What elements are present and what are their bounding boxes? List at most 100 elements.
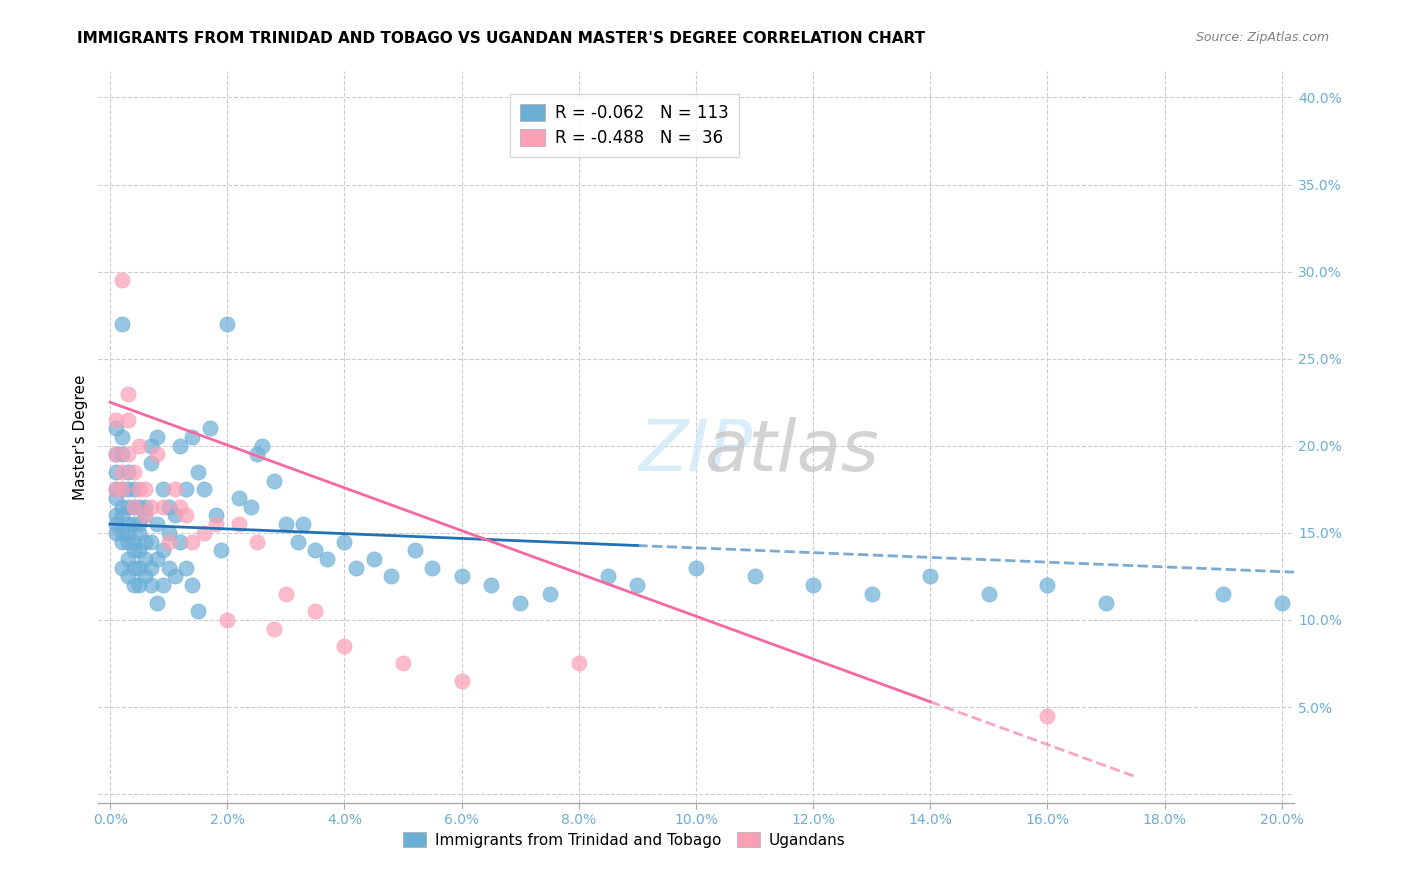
- Point: [860, 587, 883, 601]
- Point: [117, 483, 139, 497]
- Point: [1388, 595, 1406, 609]
- Point: [274, 517, 297, 532]
- Point: [920, 569, 942, 583]
- Point: [287, 534, 309, 549]
- Point: [163, 483, 186, 497]
- Point: [111, 483, 134, 497]
- Point: [211, 543, 233, 558]
- Point: [239, 500, 262, 514]
- Point: [111, 465, 134, 479]
- Point: [404, 543, 426, 558]
- Point: [105, 508, 128, 523]
- Point: [134, 500, 156, 514]
- Point: [344, 560, 367, 574]
- Point: [152, 578, 174, 592]
- Point: [134, 552, 156, 566]
- Y-axis label: Master's Degree: Master's Degree: [73, 375, 89, 500]
- Point: [157, 534, 180, 549]
- Point: [246, 448, 269, 462]
- Point: [128, 525, 150, 540]
- Point: [169, 500, 191, 514]
- Point: [141, 500, 163, 514]
- Point: [263, 474, 285, 488]
- Point: [174, 508, 197, 523]
- Point: [181, 534, 204, 549]
- Point: [538, 587, 561, 601]
- Point: [1212, 587, 1234, 601]
- Point: [105, 491, 128, 505]
- Point: [450, 673, 472, 688]
- Point: [134, 483, 156, 497]
- Point: [117, 386, 139, 401]
- Point: [152, 543, 174, 558]
- Point: [152, 500, 174, 514]
- Text: atlas: atlas: [704, 417, 879, 486]
- Point: [1036, 578, 1059, 592]
- Point: [111, 525, 134, 540]
- Point: [134, 508, 156, 523]
- Point: [1036, 708, 1059, 723]
- Point: [204, 508, 226, 523]
- Point: [128, 439, 150, 453]
- Point: [292, 517, 315, 532]
- Point: [128, 543, 150, 558]
- Point: [111, 273, 134, 287]
- Point: [105, 483, 128, 497]
- Point: [117, 500, 139, 514]
- Point: [157, 560, 180, 574]
- Point: [117, 412, 139, 426]
- Point: [181, 578, 204, 592]
- Point: [122, 543, 145, 558]
- Point: [111, 508, 134, 523]
- Point: [111, 448, 134, 462]
- Point: [509, 595, 531, 609]
- Point: [134, 534, 156, 549]
- Point: [252, 439, 274, 453]
- Point: [333, 639, 356, 653]
- Text: IMMIGRANTS FROM TRINIDAD AND TOBAGO VS UGANDAN MASTER'S DEGREE CORRELATION CHART: IMMIGRANTS FROM TRINIDAD AND TOBAGO VS U…: [77, 31, 925, 46]
- Point: [187, 465, 209, 479]
- Point: [146, 430, 169, 444]
- Point: [128, 500, 150, 514]
- Point: [105, 517, 128, 532]
- Point: [174, 560, 197, 574]
- Point: [392, 657, 415, 671]
- Point: [217, 317, 239, 331]
- Point: [105, 483, 128, 497]
- Point: [105, 448, 128, 462]
- Point: [450, 569, 472, 583]
- Point: [122, 465, 145, 479]
- Point: [1329, 587, 1351, 601]
- Point: [174, 483, 197, 497]
- Point: [122, 500, 145, 514]
- Point: [146, 517, 169, 532]
- Point: [111, 500, 134, 514]
- Point: [141, 560, 163, 574]
- Point: [169, 439, 191, 453]
- Point: [111, 430, 134, 444]
- Point: [157, 500, 180, 514]
- Point: [146, 552, 169, 566]
- Point: [117, 552, 139, 566]
- Text: ZIP: ZIP: [638, 417, 754, 486]
- Point: [117, 517, 139, 532]
- Point: [128, 560, 150, 574]
- Point: [141, 578, 163, 592]
- Point: [111, 560, 134, 574]
- Point: [117, 465, 139, 479]
- Point: [304, 604, 326, 618]
- Point: [304, 543, 326, 558]
- Point: [141, 534, 163, 549]
- Point: [122, 560, 145, 574]
- Point: [157, 525, 180, 540]
- Point: [626, 578, 648, 592]
- Point: [105, 412, 128, 426]
- Point: [193, 483, 215, 497]
- Point: [315, 552, 337, 566]
- Point: [128, 483, 150, 497]
- Point: [111, 317, 134, 331]
- Legend: Immigrants from Trinidad and Tobago, Ugandans: Immigrants from Trinidad and Tobago, Uga…: [396, 825, 852, 854]
- Point: [801, 578, 824, 592]
- Point: [333, 534, 356, 549]
- Point: [169, 534, 191, 549]
